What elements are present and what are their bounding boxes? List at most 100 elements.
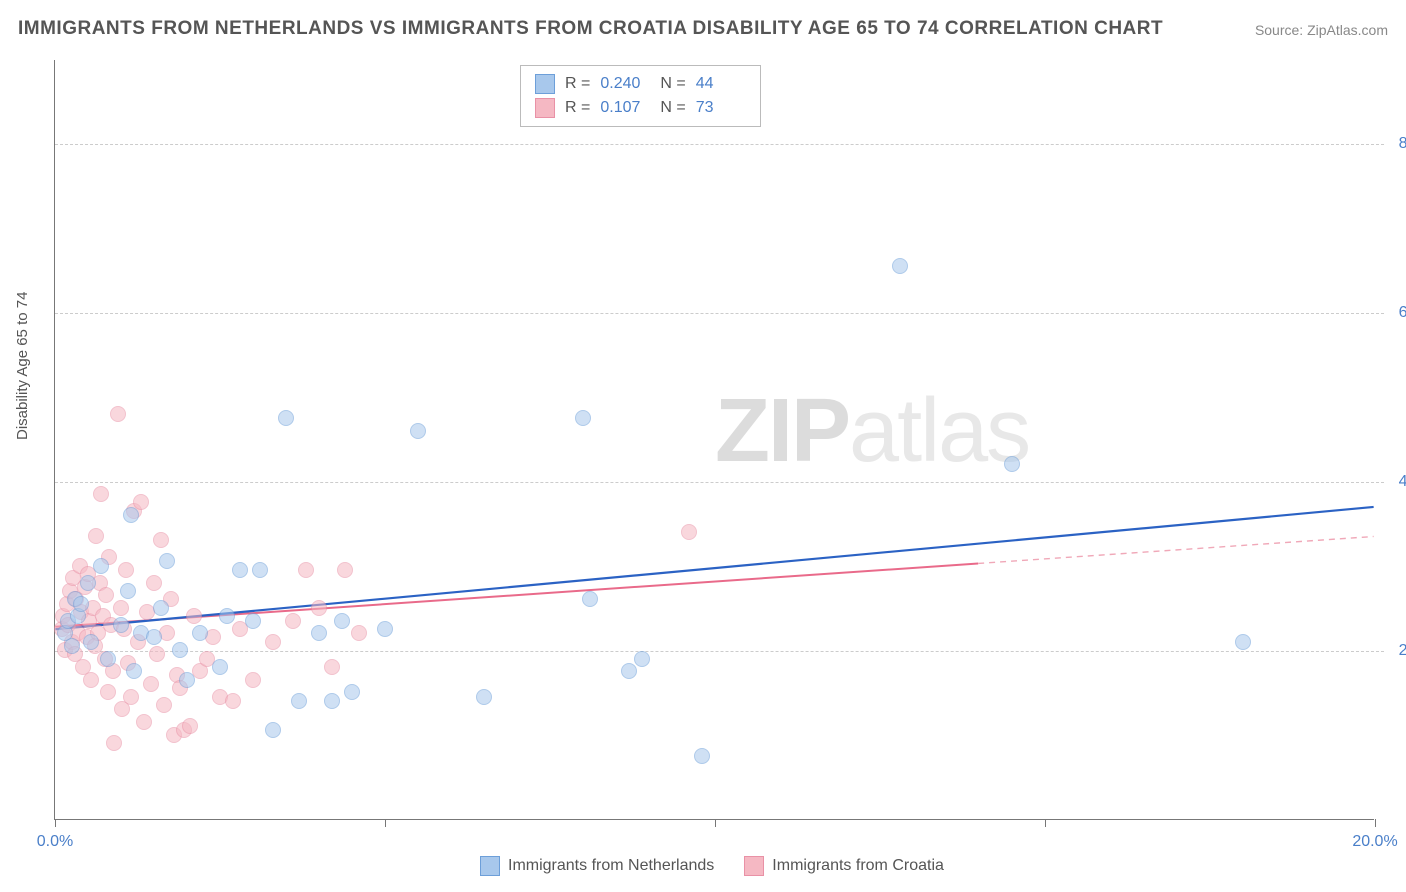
stats-row: R =0.107N =73 [535, 96, 746, 120]
y-tick-label: 20.0% [1384, 642, 1406, 660]
x-tick [55, 819, 56, 827]
data-point [575, 410, 591, 426]
stat-n-label: N = [660, 75, 685, 93]
data-point [476, 689, 492, 705]
data-point [118, 562, 134, 578]
data-point [93, 486, 109, 502]
data-point [245, 613, 261, 629]
data-point [93, 558, 109, 574]
stat-r-label: R = [565, 75, 590, 93]
data-point [113, 617, 129, 633]
data-point [192, 625, 208, 641]
data-point [83, 634, 99, 650]
data-point [143, 676, 159, 692]
grid-line [55, 144, 1384, 145]
data-point [252, 562, 268, 578]
data-point [123, 507, 139, 523]
x-tick [1045, 819, 1046, 827]
data-point [634, 651, 650, 667]
data-point [73, 596, 89, 612]
legend-swatch [535, 74, 555, 94]
data-point [291, 693, 307, 709]
data-point [186, 608, 202, 624]
data-point [156, 697, 172, 713]
data-point [98, 587, 114, 603]
data-point [219, 608, 235, 624]
legend-swatch [535, 98, 555, 118]
x-tick [1375, 819, 1376, 827]
legend-swatch [744, 856, 764, 876]
legend-label: Immigrants from Netherlands [508, 857, 714, 875]
data-point [298, 562, 314, 578]
data-point [149, 646, 165, 662]
y-tick-label: 40.0% [1384, 473, 1406, 491]
data-point [337, 562, 353, 578]
data-point [265, 634, 281, 650]
data-point [324, 693, 340, 709]
data-point [179, 672, 195, 688]
data-point [285, 613, 301, 629]
data-point [113, 600, 129, 616]
stat-r-value: 0.240 [600, 75, 650, 93]
watermark: ZIPatlas [715, 380, 1029, 483]
data-point [123, 689, 139, 705]
data-point [892, 258, 908, 274]
data-point [136, 714, 152, 730]
data-point [100, 684, 116, 700]
data-point [225, 693, 241, 709]
data-point [582, 591, 598, 607]
legend-swatch [480, 856, 500, 876]
legend-label: Immigrants from Croatia [772, 857, 944, 875]
data-point [153, 600, 169, 616]
data-point [681, 524, 697, 540]
data-point [64, 638, 80, 654]
correlation-chart: IMMIGRANTS FROM NETHERLANDS VS IMMIGRANT… [0, 0, 1406, 892]
data-point [1235, 634, 1251, 650]
plot-area: ZIPatlas 20.0%40.0%60.0%80.0%0.0%20.0% [54, 60, 1374, 820]
grid-line [55, 651, 1384, 652]
stat-n-value: 44 [696, 75, 746, 93]
data-point [311, 600, 327, 616]
grid-line [55, 313, 1384, 314]
stat-r-value: 0.107 [600, 99, 650, 117]
data-point [126, 663, 142, 679]
data-point [232, 562, 248, 578]
data-point [172, 642, 188, 658]
data-point [146, 629, 162, 645]
data-point [83, 672, 99, 688]
data-point [182, 718, 198, 734]
data-point [106, 735, 122, 751]
bottom-legend: Immigrants from Netherlands Immigrants fr… [480, 856, 944, 876]
stats-legend-box: R =0.240N =44R =0.107N =73 [520, 65, 761, 127]
stats-row: R = 0.240 N = 44 [535, 72, 746, 96]
x-tick-label: 20.0% [1352, 833, 1397, 851]
data-point [278, 410, 294, 426]
y-tick-label: 80.0% [1384, 135, 1406, 153]
data-point [334, 613, 350, 629]
x-tick-label: 0.0% [37, 833, 73, 851]
data-point [344, 684, 360, 700]
stat-r-label: R = [565, 99, 590, 117]
data-point [311, 625, 327, 641]
data-point [88, 528, 104, 544]
legend-item: Immigrants from Netherlands [480, 856, 714, 876]
y-tick-label: 60.0% [1384, 304, 1406, 322]
data-point [212, 659, 228, 675]
x-tick [385, 819, 386, 827]
x-tick [715, 819, 716, 827]
data-point [100, 651, 116, 667]
y-axis-label: Disability Age 65 to 74 [14, 292, 31, 440]
chart-source: Source: ZipAtlas.com [1255, 22, 1388, 38]
legend-item: Immigrants from Croatia [744, 856, 944, 876]
trend-lines [55, 60, 1374, 819]
data-point [110, 406, 126, 422]
data-point [265, 722, 281, 738]
data-point [159, 553, 175, 569]
data-point [410, 423, 426, 439]
grid-line [55, 482, 1384, 483]
data-point [621, 663, 637, 679]
data-point [245, 672, 261, 688]
data-point [80, 575, 96, 591]
data-point [377, 621, 393, 637]
data-point [1004, 456, 1020, 472]
